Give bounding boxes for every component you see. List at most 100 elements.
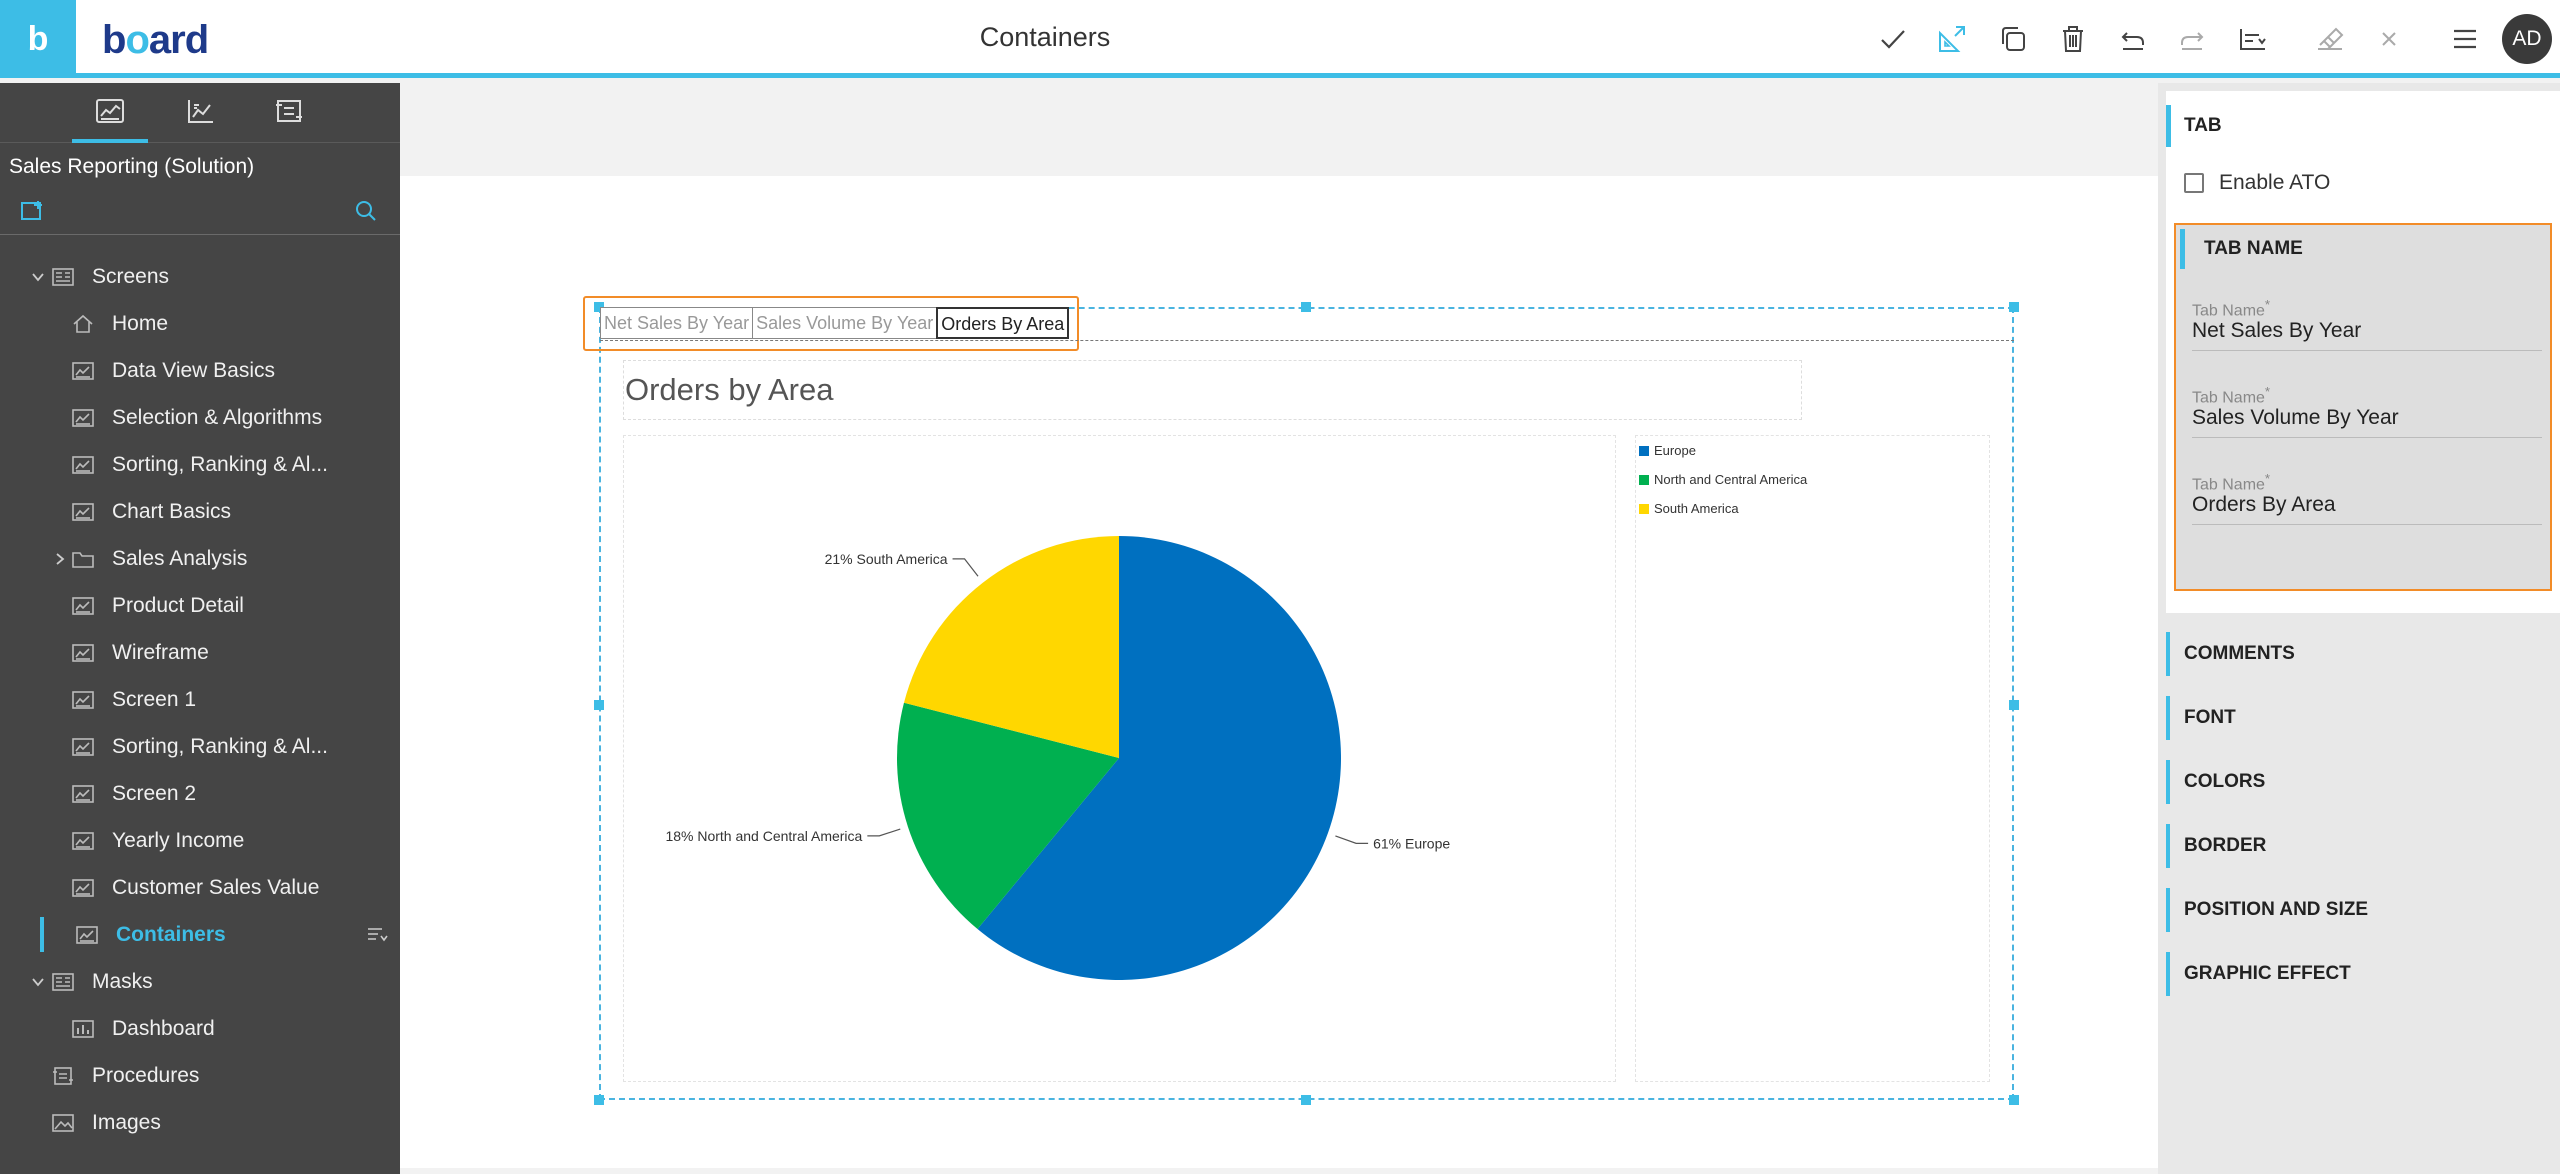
redo-icon[interactable] (2173, 20, 2211, 58)
tree-item-customer-sales-value[interactable]: Customer Sales Value (0, 864, 400, 911)
screen-icon (72, 784, 94, 804)
tab-name-value[interactable]: Net Sales By Year (2192, 319, 2362, 342)
align-icon[interactable] (2234, 20, 2272, 58)
section-border[interactable]: BORDER (2166, 824, 2560, 868)
tab-name-field-3[interactable]: Tab Name* Orders By Area (2192, 467, 2542, 525)
screen-icon (72, 737, 94, 757)
trash-icon[interactable] (2054, 20, 2092, 58)
tree-item-masks[interactable]: Masks (0, 958, 400, 1005)
tab-name-value[interactable]: Orders By Area (2192, 493, 2336, 516)
legend-item[interactable]: South America (1639, 501, 1739, 516)
legend-item[interactable]: Europe (1639, 443, 1696, 458)
tree-item-label: Customer Sales Value (112, 875, 320, 899)
eraser-icon[interactable] (2311, 20, 2349, 58)
tree-item-wireframe[interactable]: Wireframe (0, 629, 400, 676)
item-options-icon[interactable] (366, 925, 388, 949)
tree-item-images[interactable]: Images (0, 1099, 400, 1146)
legend-item[interactable]: North and Central America (1639, 472, 1807, 487)
resize-handle[interactable] (2009, 302, 2019, 312)
brand-logo: board (102, 18, 209, 62)
mask-icon (72, 1019, 94, 1039)
tree-item-containers[interactable]: Containers (0, 911, 400, 958)
tree-item-home[interactable]: Home (0, 300, 400, 347)
legend-label: North and Central America (1654, 472, 1808, 487)
section-graphic-effect[interactable]: GRAPHIC EFFECT (2166, 952, 2560, 996)
resize-handle[interactable] (1301, 1095, 1311, 1105)
pie-slice-europe[interactable] (977, 536, 1341, 980)
screen-icon (72, 690, 94, 710)
screen-group-icon (52, 267, 74, 287)
chart-legend (1635, 435, 1990, 1082)
section-font[interactable]: FONT (2166, 696, 2560, 740)
tab-orders-by-area[interactable]: Orders By Area (936, 307, 1070, 339)
section-position-and-size[interactable]: POSITION AND SIZE (2166, 888, 2560, 932)
pie-slice-south-america[interactable] (903, 536, 1119, 758)
tree-item-procedures[interactable]: Procedures (0, 1052, 400, 1099)
tab-name-field-1[interactable]: Tab Name* Net Sales By Year (2192, 293, 2542, 351)
tree-item-selection-algorithms[interactable]: Selection & Algorithms (0, 394, 400, 441)
pie-slice-north-and-central-america[interactable] (897, 702, 1119, 930)
resize-handle[interactable] (2009, 700, 2019, 710)
tree-item-chart-basics[interactable]: Chart Basics (0, 488, 400, 535)
tree-item-sales-analysis[interactable]: Sales Analysis (0, 535, 400, 582)
section-comments[interactable]: COMMENTS (2166, 632, 2560, 676)
screen-group-icon (52, 972, 74, 992)
resize-handle[interactable] (594, 700, 604, 710)
duplicate-icon[interactable] (1994, 20, 2032, 58)
enable-ato-checkbox[interactable] (2184, 173, 2204, 193)
tree-item-data-view-basics[interactable]: Data View Basics (0, 347, 400, 394)
layout-icon[interactable] (1933, 20, 1971, 58)
chevron-down-icon[interactable] (30, 269, 46, 285)
tab-strip-highlight (583, 296, 1079, 351)
sidebar-tab-data[interactable] (173, 93, 229, 129)
section-tab-name[interactable]: TAB NAME (2180, 229, 2546, 269)
tree-item-screens[interactable]: Screens (0, 253, 400, 300)
close-icon[interactable] (2370, 20, 2408, 58)
tab-net-sales-by-year[interactable]: Net Sales By Year (600, 307, 753, 339)
sidebar-tabs (0, 83, 400, 143)
legend-swatch (1639, 445, 1649, 456)
resize-handle[interactable] (2009, 1095, 2019, 1105)
canvas-header-area (400, 83, 2158, 176)
enable-ato-option[interactable]: Enable ATO (2184, 171, 2330, 195)
tree-item-sorting-ranking-al[interactable]: Sorting, Ranking & Al... (0, 723, 400, 770)
resize-handle[interactable] (1301, 302, 1311, 312)
navigation-tree: Screens Home Data View Basics Selection & A… (0, 253, 400, 1146)
tree-item-yearly-income[interactable]: Yearly Income (0, 817, 400, 864)
tree-item-label: Screens (92, 264, 170, 288)
chevron-down-icon[interactable] (30, 974, 46, 990)
app-logo[interactable]: b (0, 0, 76, 78)
sidebar-tab-procedures[interactable] (261, 93, 317, 129)
tree-item-label: Containers (116, 922, 226, 946)
tree-item-label: Home (112, 311, 169, 335)
add-screen-icon[interactable] (20, 199, 46, 228)
sidebar: Sales Reporting (Solution) Screens Home Da… (0, 83, 400, 1174)
tree-item-screen-2[interactable]: Screen 2 (0, 770, 400, 817)
legend-swatch (1639, 474, 1649, 485)
tree-item-sorting-ranking-al[interactable]: Sorting, Ranking & Al... (0, 441, 400, 488)
resize-handle[interactable] (594, 302, 604, 312)
tree-item-product-detail[interactable]: Product Detail (0, 582, 400, 629)
tree-item-screen-1[interactable]: Screen 1 (0, 676, 400, 723)
screen-icon (72, 643, 94, 663)
section-colors[interactable]: COLORS (2166, 760, 2560, 804)
undo-icon[interactable] (2114, 20, 2152, 58)
tab-name-field-2[interactable]: Tab Name* Sales Volume By Year (2192, 380, 2542, 438)
chevron-right-icon[interactable] (52, 551, 68, 567)
tree-item-label: Screen 1 (112, 687, 197, 711)
screen-icon (72, 502, 94, 522)
checkmark-icon[interactable] (1874, 20, 1912, 58)
screen-icon (72, 455, 94, 475)
resize-handle[interactable] (594, 1095, 604, 1105)
search-icon[interactable] (354, 199, 378, 228)
tab-sales-volume-by-year[interactable]: Sales Volume By Year (752, 307, 937, 339)
hamburger-menu-icon[interactable] (2446, 20, 2484, 58)
user-avatar[interactable]: AD (2502, 14, 2552, 64)
tree-item-dashboard[interactable]: Dashboard (0, 1005, 400, 1052)
chart-icon (188, 100, 213, 123)
screen-icon (72, 596, 94, 616)
sidebar-tab-screens[interactable] (72, 93, 148, 143)
tab-name-value[interactable]: Sales Volume By Year (2192, 406, 2399, 429)
tree-item-label: Selection & Algorithms (112, 405, 323, 429)
section-tab[interactable]: TAB (2166, 105, 2560, 147)
